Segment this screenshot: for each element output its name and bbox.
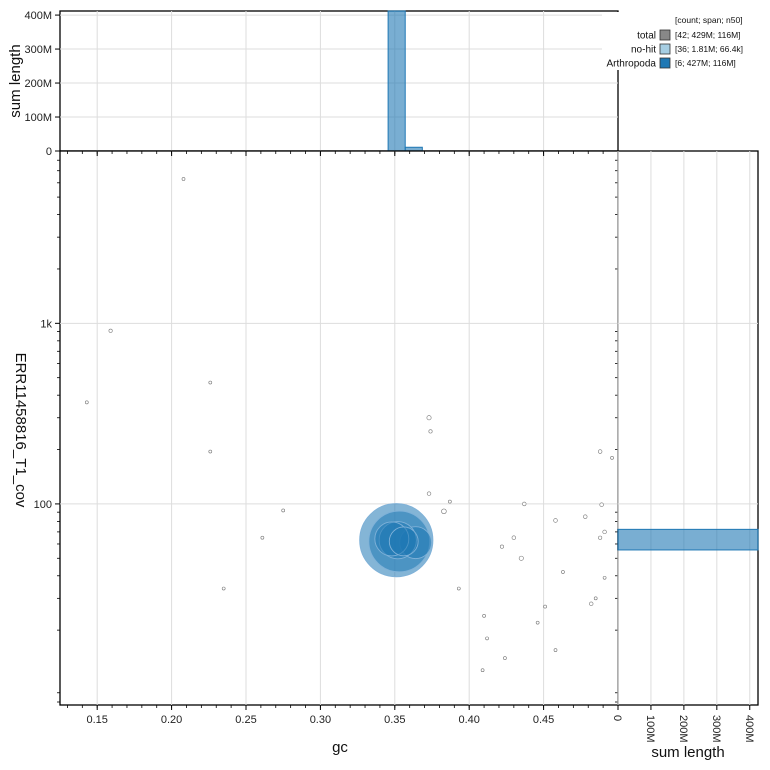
scatter-point-no-hit: [426, 491, 432, 496]
scatter-point-no-hit: [553, 518, 558, 523]
scatter-point-no-hit: [181, 177, 186, 181]
scatter-point-no-hit: [84, 400, 89, 405]
right-histogram-xlabel: sum length: [651, 744, 724, 761]
top-histogram-frame: [59, 10, 619, 152]
right-histogram-frame: [617, 150, 759, 706]
scatter-point-no-hit: [221, 586, 226, 591]
top-y-tick-label: 200M: [24, 78, 52, 90]
x-tick-label: 0.35: [384, 714, 405, 726]
legend-stats-no-hit: [36; 1.81M; 66.4k]: [675, 44, 743, 54]
scatter-point-no-hit: [208, 380, 213, 385]
scatter-point-no-hit: [602, 529, 607, 535]
scatter-point-no-hit: [535, 620, 540, 625]
right-histogram-bars: [617, 528, 759, 551]
scatter-point-no-hit: [593, 596, 598, 601]
legend-header: [count; span; n50]: [675, 15, 743, 25]
legend-stats-total: [42; 429M; 116M]: [675, 30, 741, 40]
right-histogram-grid: [617, 151, 758, 705]
y-tick-label: 1k: [40, 318, 52, 330]
right-histogram-panel: 0 100M 200M 300M 400M sum length: [611, 150, 759, 761]
right-x-tick-label: 400M: [743, 715, 755, 743]
legend-entries: total [42; 429M; 116M] no-hit [36; 1.81M; 6…: [607, 29, 743, 70]
main-scatter-panel: 0.15 0.20 0.25 0.30 0.35 0.40 0.45 1k 100 gc ER…: [12, 150, 619, 756]
scatter-point-no-hit: [598, 535, 603, 540]
x-tick-label: 0.40: [458, 714, 479, 726]
y-tick-label: 100: [34, 499, 52, 511]
scatter-point-no-hit: [561, 570, 565, 574]
scatter-point-no-hit: [441, 508, 447, 515]
top-histogram-ylabel: sum length: [7, 44, 24, 117]
scatter-point-no-hit: [456, 586, 461, 591]
legend: [count; span; n50] total [42; 429M; 116M]…: [602, 12, 758, 70]
scatter-point-no-hit: [260, 535, 265, 540]
x-tick-label: 0.20: [161, 714, 182, 726]
scatter-point-no-hit: [543, 604, 547, 609]
scatter-point-no-hit: [448, 499, 452, 504]
x-tick-label: 0.30: [310, 714, 331, 726]
legend-label-no-hit: no-hit: [631, 45, 656, 56]
scatter-point-no-hit: [503, 656, 507, 660]
scatter-point-no-hit: [281, 508, 286, 513]
scatter-point-no-hit: [108, 328, 113, 333]
right-x-tick-label: 0: [611, 715, 623, 721]
legend-label-arthropoda: Arthropoda: [607, 59, 657, 70]
x-tick-label: 0.45: [533, 714, 554, 726]
scatter-point-no-hit: [522, 501, 527, 507]
legend-swatch-arthropoda: [659, 57, 671, 69]
scatter-point-no-hit: [602, 575, 607, 580]
scatter-point-no-hit: [208, 449, 213, 454]
y-axis-label: ERR11458816_T1_cov: [12, 353, 29, 508]
right-x-tick-label: 300M: [710, 715, 722, 743]
scatter-point-no-hit: [553, 648, 558, 652]
scatter-frame: [59, 150, 619, 706]
scatter-point-no-hit: [583, 514, 588, 519]
scatter-point-no-hit: [428, 429, 433, 434]
scatter-point-no-hit: [426, 415, 432, 421]
scatter-point-no-hit: [610, 455, 614, 460]
right-x-tick-label: 200M: [677, 715, 689, 743]
scatter-point-no-hit: [511, 535, 517, 540]
legend-swatch-total: [659, 29, 671, 41]
scatter-point-no-hit: [518, 555, 524, 561]
top-y-tick-label: 300M: [24, 44, 52, 56]
scatter-point-no-hit: [597, 449, 603, 454]
top-y-tick-label: 100M: [24, 112, 52, 124]
scatter-point-no-hit: [480, 668, 485, 673]
scatter-point-no-hit: [485, 636, 489, 641]
legend-background: [602, 12, 758, 70]
top-histogram-panel: 400M 300M 200M 100M 0 sum length: [7, 10, 619, 158]
top-histogram-y-ticks: 400M 300M 200M 100M 0: [24, 10, 60, 158]
top-y-tick-label: 0: [46, 146, 52, 158]
top-histogram-bar: [387, 10, 406, 152]
scatter-point-no-hit: [499, 544, 504, 549]
scatter-point-arthropoda: [388, 526, 419, 557]
x-tick-label: 0.15: [86, 714, 107, 726]
right-x-tick-label: 100M: [644, 715, 656, 743]
scatter-point-no-hit: [482, 614, 486, 618]
scatter-x-ticks: 0.15 0.20 0.25 0.30 0.35 0.40 0.45: [67, 151, 604, 726]
top-y-tick-label: 400M: [24, 10, 52, 22]
right-histogram-x-ticks: 0 100M 200M 300M 400M: [611, 705, 755, 743]
legend-swatch-no-hit: [659, 43, 671, 55]
legend-stats-arthropoda: [6; 427M; 116M]: [675, 58, 736, 68]
scatter-point-no-hit: [599, 502, 604, 507]
scatter-points: [84, 177, 614, 673]
x-tick-label: 0.25: [235, 714, 256, 726]
x-axis-label: gc: [332, 739, 348, 756]
right-histogram-bar: [617, 528, 759, 551]
scatter-y-ticks: 1k 100: [34, 150, 618, 703]
legend-label-total: total: [637, 31, 656, 42]
scatter-point-no-hit: [589, 601, 594, 606]
